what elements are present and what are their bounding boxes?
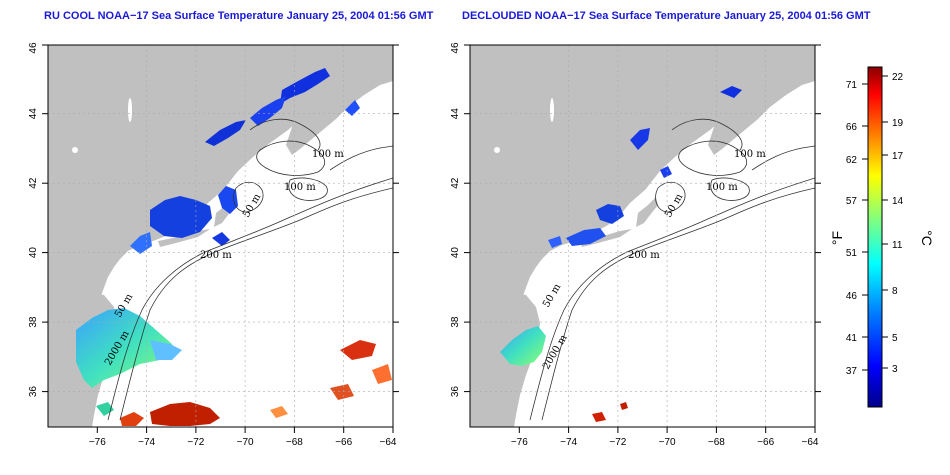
- colorbar: 71 66 62 57 51 46 41 37 22 19 17 14 11 8…: [829, 66, 935, 408]
- colorbar-c-tick: 22: [892, 72, 904, 83]
- lat-tick-label: 38: [28, 316, 39, 328]
- left-contour-label: 100 m: [312, 149, 344, 160]
- colorbar-f-tick: 66: [846, 122, 858, 133]
- right-grid: [470, 45, 815, 427]
- left-sst-patches: [76, 68, 392, 426]
- lat-tick-label: 46: [28, 42, 39, 54]
- lat-tick-label: 44: [28, 108, 39, 120]
- right-map-panel: 100 m 100 m 50 m 200 m 50 m 2000 m 36 38…: [450, 42, 821, 448]
- lon-tick-label: −72: [187, 437, 204, 448]
- lat-tick-label: 40: [450, 247, 461, 259]
- lat-tick-label: 40: [28, 247, 39, 259]
- left-bathymetry-contours: [107, 118, 393, 421]
- left-map-title: RU COOL NOAA−17 Sea Surface Temperature …: [44, 10, 434, 22]
- lon-tick-label: −74: [138, 437, 155, 448]
- lon-tick-label: −64: [802, 437, 819, 448]
- colorbar-c-tick: 3: [892, 364, 898, 375]
- left-lon-axis: −76 −74 −72 −70 −68 −66 −64: [89, 427, 397, 448]
- right-sst-patches: [500, 86, 742, 422]
- colorbar-c-tick: 14: [892, 196, 904, 207]
- right-lon-axis: −76 −74 −72 −70 −68 −66 −64: [511, 427, 819, 448]
- left-grid: [48, 45, 393, 427]
- left-map-frame: [47, 44, 394, 428]
- colorbar-c-tick: 19: [892, 118, 904, 129]
- lon-tick-label: −68: [286, 437, 303, 448]
- lat-tick-label: 42: [450, 177, 461, 189]
- colorbar-f-tick: 57: [846, 196, 858, 207]
- colorbar-f-tick: 37: [846, 366, 858, 377]
- right-map-title: DECLOUDED NOAA−17 Sea Surface Temperatur…: [462, 10, 871, 22]
- colorbar-fahrenheit-label: °F: [829, 231, 845, 245]
- lon-tick-label: −64: [380, 437, 397, 448]
- right-contour-label: 100 m: [706, 182, 738, 193]
- colorbar-f-tick: 46: [846, 291, 858, 302]
- lon-tick-label: −66: [757, 437, 774, 448]
- colorbar-f-tick: 41: [846, 333, 858, 344]
- right-map-frame: [469, 44, 816, 428]
- left-contour-label: 100 m: [284, 182, 316, 193]
- colorbar-f-tick: 62: [846, 155, 858, 166]
- colorbar-f-tick: 51: [846, 248, 858, 259]
- lon-tick-label: −70: [237, 437, 254, 448]
- colorbar-c-tick: 17: [892, 151, 904, 162]
- lat-tick-label: 38: [450, 316, 461, 328]
- lat-tick-label: 36: [28, 386, 39, 398]
- right-bathymetry-contours: [529, 118, 815, 421]
- right-lat-axis: 36 38 40 42 44 46: [450, 42, 821, 397]
- right-lake: [494, 147, 500, 153]
- left-lake: [128, 98, 132, 122]
- lat-tick-label: 36: [450, 386, 461, 398]
- colorbar-c-tick: 8: [892, 286, 898, 297]
- lon-tick-label: −68: [708, 437, 725, 448]
- lon-tick-label: −76: [511, 437, 528, 448]
- colorbar-f-tick: 71: [846, 80, 858, 91]
- left-contour-label: 200 m: [200, 250, 232, 261]
- lon-tick-label: −70: [659, 437, 676, 448]
- colorbar-c-tick: 11: [892, 240, 903, 251]
- right-contour-label: 200 m: [628, 250, 660, 261]
- right-lake: [550, 98, 554, 122]
- lon-tick-label: −66: [335, 437, 352, 448]
- left-lake: [72, 147, 78, 153]
- lat-tick-label: 46: [450, 42, 461, 54]
- lon-tick-label: −72: [609, 437, 626, 448]
- lon-tick-label: −76: [89, 437, 106, 448]
- colorbar-celsius-label: °C: [919, 230, 935, 246]
- lat-tick-label: 42: [28, 177, 39, 189]
- left-lat-axis: 36 38 40 42 44 46: [28, 42, 399, 397]
- colorbar-c-tick: 5: [892, 333, 898, 344]
- colorbar-gradient: [867, 66, 883, 408]
- left-map-panel: 100 m 100 m 50 m 200 m 50 m 2000 m 36 38…: [28, 42, 399, 448]
- lon-tick-label: −74: [560, 437, 577, 448]
- lat-tick-label: 44: [450, 108, 461, 120]
- right-contour-label: 100 m: [734, 149, 766, 160]
